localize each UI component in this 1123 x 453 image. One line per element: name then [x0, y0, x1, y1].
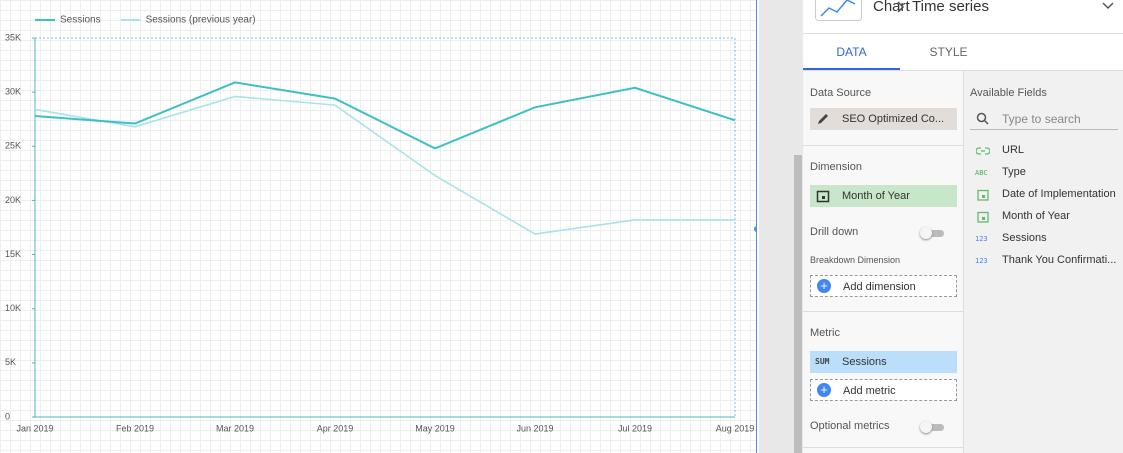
series-line: [34, 81, 736, 150]
field-item[interactable]: 123 Thank You Confirmati...: [970, 254, 1120, 274]
divider: [803, 33, 1123, 34]
chart-icon: [815, 0, 862, 21]
divider: [803, 145, 963, 146]
field-item[interactable]: ABC Type: [970, 166, 1120, 186]
field-type-icon: [977, 189, 989, 201]
data-source[interactable]: SEO Optimized Co...: [810, 108, 957, 130]
section-label: Data Source: [810, 87, 872, 99]
tab-data[interactable]: DATA: [836, 45, 867, 59]
drill-down-toggle[interactable]: [920, 227, 946, 239]
field-type-badge: ABC: [975, 169, 988, 177]
pencil-icon: [818, 114, 828, 124]
x-tick-label: Mar 2019: [216, 423, 254, 433]
dropdown-arrow[interactable]: [1101, 0, 1115, 12]
x-tick-label: Jun 2019: [516, 423, 553, 433]
field-label: Type: [1002, 166, 1026, 178]
y-tick-label: 25K: [5, 141, 21, 151]
metric-chip[interactable]: SUM Sessions: [810, 351, 957, 373]
x-tick-label: May 2019: [415, 423, 455, 433]
tab-style[interactable]: STYLE: [929, 45, 968, 59]
divider: [803, 447, 963, 448]
section-label: Available Fields: [970, 87, 1047, 99]
field-type-badge: 123: [975, 235, 988, 243]
x-tick-label: Feb 2019: [116, 423, 154, 433]
search-input[interactable]: Type to search: [1002, 112, 1081, 126]
dimension-chip[interactable]: Month of Year: [810, 185, 957, 207]
divider: [803, 311, 963, 312]
y-tick-label: 20K: [5, 195, 21, 205]
field-label: Month of Year: [1002, 210, 1070, 222]
field-label: Date of Implementation: [1002, 188, 1116, 200]
data-source-name: SEO Optimized Co...: [842, 113, 945, 125]
divider: [803, 70, 1123, 71]
optional-metrics-toggle[interactable]: [920, 421, 946, 433]
field-item[interactable]: URL: [970, 144, 1120, 164]
aggregation: SUM: [815, 357, 830, 366]
search-icon: [976, 112, 989, 125]
legend-label: Sessions (previous year): [146, 15, 256, 26]
series-line: [34, 95, 735, 235]
field-type-badge: 123: [975, 257, 988, 265]
add-dimension-text: Add dimension: [843, 281, 916, 293]
field-item[interactable]: 123 Sessions: [970, 232, 1120, 252]
add-metric[interactable]: + Add metric: [810, 379, 957, 401]
field-item[interactable]: Date of Implementation: [970, 188, 1120, 208]
chart: 0 5K 10K 15K 20K 25K 30K 35K Jan 2019 Feb 2019 Mar…: [0, 0, 757, 453]
x-tick-label: Aug 2019: [716, 423, 755, 433]
breadcrumb-type[interactable]: Time series: [912, 0, 989, 15]
y-tick-label: 5K: [5, 357, 16, 367]
optional-metrics-label: Optional metrics: [810, 420, 890, 432]
add-dimension[interactable]: + Add dimension: [810, 275, 957, 297]
y-tick-label: 30K: [5, 87, 21, 97]
field-label: Sessions: [1002, 232, 1047, 244]
search-underline: [970, 129, 1118, 130]
metric-name: Sessions: [842, 356, 887, 368]
calendar-icon: [816, 190, 830, 203]
field-item[interactable]: Month of Year: [970, 210, 1120, 230]
y-tick-label: 0: [5, 411, 10, 421]
field-label: Thank You Confirmati...: [1002, 254, 1117, 266]
section-label: Metric: [810, 327, 840, 339]
field-type-icon: [977, 211, 989, 223]
y-tick-label: 35K: [5, 32, 21, 42]
chevron: [897, 1, 905, 13]
x-tick-label: Jul 2019: [618, 423, 652, 433]
fields-column: [963, 71, 1123, 453]
field-label: URL: [1002, 144, 1025, 156]
tab-underline: [803, 68, 900, 70]
drill-down-label: Drill down: [810, 226, 859, 238]
y-tick-label: 15K: [5, 249, 21, 259]
y-tick-label: 10K: [5, 303, 21, 313]
selection-box: [34, 37, 736, 418]
resize-handle[interactable]: [754, 226, 757, 232]
legend-label: Sessions: [60, 15, 101, 26]
breakdown-label: Breakdown Dimension: [810, 255, 901, 265]
scrollbar[interactable]: [794, 155, 802, 453]
dimension-name: Month of Year: [842, 190, 910, 202]
x-tick-label: Apr 2019: [317, 423, 354, 433]
field-type-icon: [976, 147, 990, 155]
add-metric-text: Add metric: [843, 385, 896, 397]
x-tick-label: Jan 2019: [16, 423, 53, 433]
section-label: Dimension: [810, 161, 862, 173]
